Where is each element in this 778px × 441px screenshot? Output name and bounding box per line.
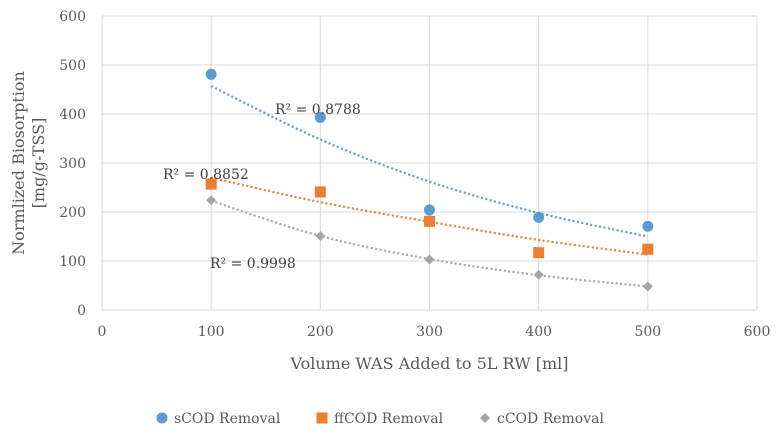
axis-titles: Volume WAS Added to 5L RW [ml] Normlized… [9,71,569,373]
y-axis-title-line-2: [mg/g-TSS] [29,118,48,209]
data-point [642,220,654,232]
legend-marker [156,412,168,424]
r2-label: R² = 0.8852 [163,167,249,183]
x-tick-label: 200 [307,324,334,340]
x-tick-label: 300 [416,324,443,340]
y-tick-label: 400 [59,107,86,123]
data-point [642,243,654,255]
r2-label: R² = 0.8788 [275,102,361,118]
data-point [533,247,545,259]
x-tick-label: 500 [634,324,661,340]
data-points [205,68,654,292]
legend-label: cCOD Removal [497,411,604,427]
legend-label: ffCOD Removal [334,411,444,427]
data-point [314,111,326,123]
data-point [424,215,435,227]
data-point [424,254,435,265]
r2-label: R² = 0.9998 [210,256,296,272]
trendline-ffcod [210,176,648,256]
x-tick-label: 0 [98,324,107,340]
y-tick-label: 500 [59,58,86,74]
legend: sCOD Removal ffCOD Removal cCOD Removal [156,411,604,427]
trendline-scod [210,85,649,238]
data-point [424,204,435,216]
y-tick-label: 600 [59,9,86,25]
data-point [205,68,217,80]
data-point [205,178,217,190]
y-tick-label: 0 [77,303,86,319]
data-point [314,186,326,198]
legend-marker [316,412,328,424]
x-tick-label: 100 [198,324,225,340]
y-tick-label: 300 [59,156,86,172]
x-axis-title: Volume WAS Added to 5L RW [ml] [290,354,569,373]
y-axis-title-line-1: Normlized Biosorption [9,71,28,255]
grid [101,15,758,311]
r2-labels: R² = 0.8788 R² = 0.8852 R² = 0.9998 [163,102,361,272]
x-tick-label: 600 [744,324,771,340]
y-tick-label: 100 [59,254,86,270]
data-point [533,211,545,223]
y-tick-label: 200 [59,205,86,221]
data-point [206,195,217,206]
data-point [315,231,326,242]
legend-marker [480,413,490,423]
data-point [642,281,653,292]
legend-label: sCOD Removal [174,411,281,427]
tick-labels: 0 100 200 300 400 500 600 0 100 200 300 400 500 600 [59,9,770,340]
data-point [533,269,544,280]
x-tick-label: 400 [525,324,552,340]
